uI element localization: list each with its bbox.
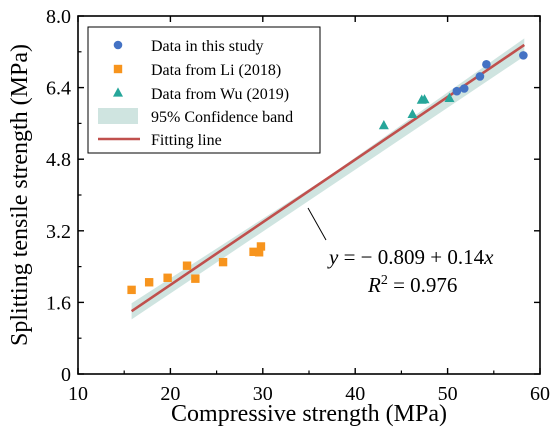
legend-swatch-confidence-band — [98, 108, 138, 124]
y-tick-label: 3.2 — [46, 221, 71, 243]
x-tick-label: 20 — [160, 383, 180, 405]
equation-y-symbol: y — [327, 245, 339, 269]
equation-x-symbol: x — [483, 245, 494, 269]
legend-markers — [98, 40, 140, 141]
x-tick-label: 10 — [68, 383, 88, 405]
legend-label-wu-2019: Data from Wu (2019) — [151, 86, 289, 103]
point-li-2018 — [218, 257, 228, 267]
legend-box — [87, 26, 321, 154]
r-symbol: R — [367, 273, 381, 297]
point-wu-2019 — [419, 94, 430, 104]
r-squared-value: = 0.976 — [388, 273, 458, 297]
y-tick-label: 6.4 — [46, 78, 71, 100]
point-li-2018 — [163, 273, 172, 282]
y-tick-label: 4.8 — [46, 149, 71, 171]
x-tick-label: 60 — [530, 383, 550, 405]
point-this-study — [459, 84, 469, 93]
legend-label-li-2018: Data from Li (2018) — [151, 62, 281, 79]
tick-labels: 10 20 30 40 50 60 0 1.6 3.2 4.8 6.4 8.0 — [46, 6, 550, 405]
r-squared-exponent: 2 — [381, 273, 388, 288]
x-tick-label: 50 — [438, 383, 458, 405]
point-li-2018 — [182, 261, 192, 270]
x-axis-title: Compressive strength (MPa) — [171, 401, 447, 427]
legend-marker-this-study — [113, 40, 123, 50]
legend-marker-li-2018 — [113, 64, 123, 74]
legend-label-this-study: Data in this study — [151, 38, 263, 55]
data-points-layer — [127, 51, 528, 295]
point-li-2018 — [191, 274, 200, 283]
x-tick-label: 40 — [345, 383, 365, 405]
point-this-study — [475, 72, 485, 81]
axis-ticks — [77, 15, 541, 375]
point-li-2018 — [144, 278, 154, 287]
x-tick-label: 30 — [253, 383, 273, 405]
legend-label-confidence-band: 95% Confidence band — [151, 109, 293, 126]
fit-equation-annotation: y = − 0.809 + 0.14x R2 = 0.976 — [307, 207, 494, 297]
point-wu-2019 — [407, 108, 418, 119]
y-tick-label: 0 — [61, 364, 71, 386]
y-tick-label: 1.6 — [46, 292, 71, 314]
point-li-2018 — [127, 285, 136, 295]
y-tick-label: 8.0 — [46, 6, 71, 28]
point-wu-2019 — [444, 92, 455, 102]
annotation-leader-line — [307, 207, 327, 241]
equation-body: = − 0.809 + 0.14 — [338, 245, 484, 269]
r-squared-text: R2 = 0.976 — [367, 273, 457, 297]
legend-marker-wu-2019 — [113, 87, 123, 97]
point-this-study — [482, 60, 491, 69]
point-wu-2019 — [378, 120, 389, 130]
legend: Data in this study Data from Li (2018) D… — [87, 26, 321, 154]
y-axis-title: Splitting tensile strength (MPa) — [7, 44, 33, 346]
point-this-study — [452, 86, 462, 96]
point-li-2018 — [256, 242, 266, 251]
legend-label-fitting-line: Fitting line — [151, 132, 222, 149]
point-li-2018 — [249, 247, 258, 257]
point-li-2018 — [254, 248, 264, 257]
point-this-study — [519, 51, 528, 60]
equation-text: y = − 0.809 + 0.14x — [327, 245, 494, 269]
